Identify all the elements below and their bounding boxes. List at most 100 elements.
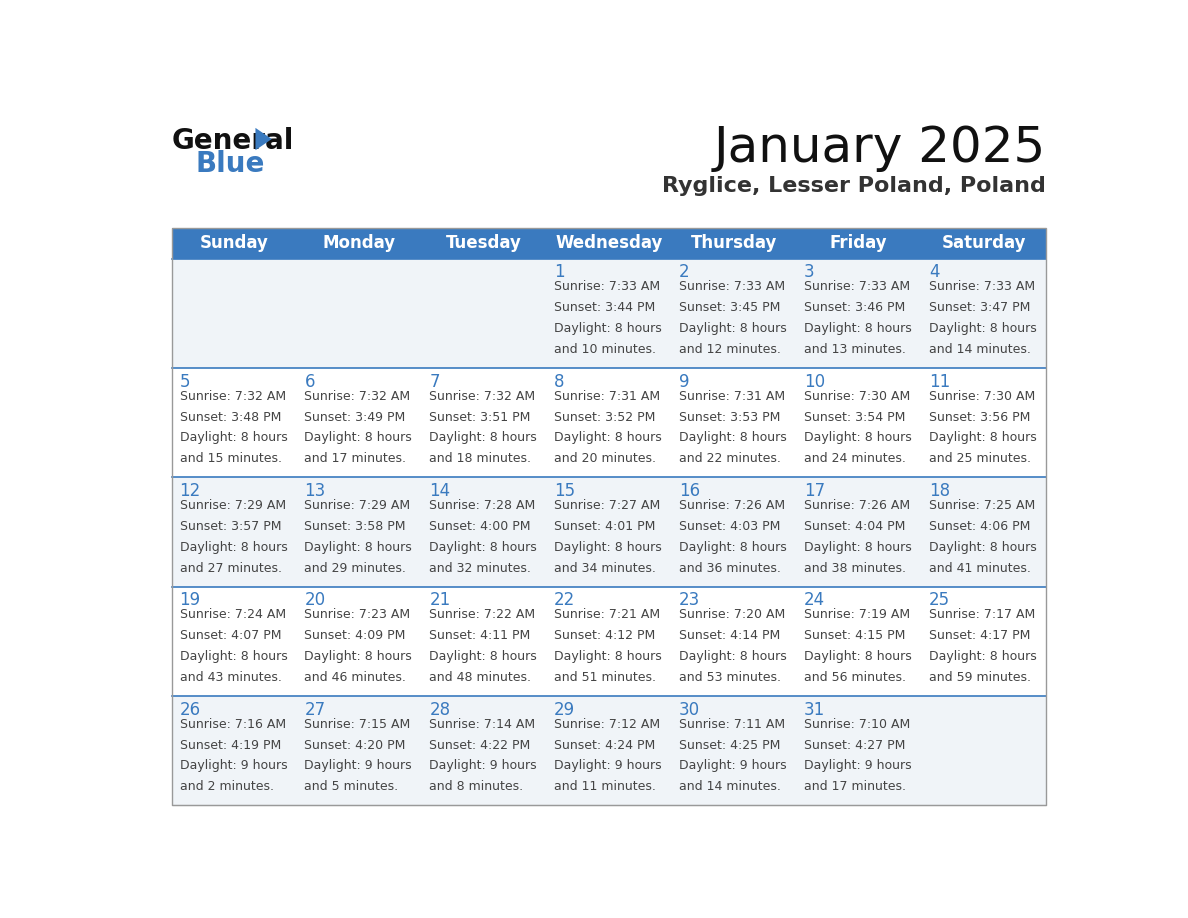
Text: Daylight: 8 hours: Daylight: 8 hours xyxy=(554,431,662,444)
Text: Daylight: 8 hours: Daylight: 8 hours xyxy=(804,650,911,663)
Text: Daylight: 8 hours: Daylight: 8 hours xyxy=(179,431,287,444)
Text: and 38 minutes.: and 38 minutes. xyxy=(804,562,906,575)
Text: Daylight: 9 hours: Daylight: 9 hours xyxy=(179,759,287,772)
Text: and 13 minutes.: and 13 minutes. xyxy=(804,343,905,356)
Text: 16: 16 xyxy=(680,482,700,500)
Text: and 48 minutes.: and 48 minutes. xyxy=(429,671,531,684)
Text: Sunset: 4:12 PM: Sunset: 4:12 PM xyxy=(554,629,656,643)
Text: 3: 3 xyxy=(804,263,815,282)
Text: 31: 31 xyxy=(804,700,826,719)
Text: Sunday: Sunday xyxy=(200,234,268,252)
Text: Daylight: 9 hours: Daylight: 9 hours xyxy=(680,759,786,772)
Text: Daylight: 8 hours: Daylight: 8 hours xyxy=(680,650,786,663)
Text: Daylight: 8 hours: Daylight: 8 hours xyxy=(554,650,662,663)
Text: 12: 12 xyxy=(179,482,201,500)
Text: Sunset: 3:45 PM: Sunset: 3:45 PM xyxy=(680,301,781,314)
Text: and 5 minutes.: and 5 minutes. xyxy=(304,780,398,793)
Text: and 15 minutes.: and 15 minutes. xyxy=(179,453,282,465)
Text: 5: 5 xyxy=(179,373,190,391)
Text: Thursday: Thursday xyxy=(690,234,777,252)
Text: Sunrise: 7:21 AM: Sunrise: 7:21 AM xyxy=(554,609,661,621)
Text: Sunrise: 7:26 AM: Sunrise: 7:26 AM xyxy=(680,499,785,512)
Text: Sunset: 4:11 PM: Sunset: 4:11 PM xyxy=(429,629,531,643)
Text: Sunset: 4:15 PM: Sunset: 4:15 PM xyxy=(804,629,905,643)
Text: Daylight: 8 hours: Daylight: 8 hours xyxy=(179,541,287,554)
Text: Saturday: Saturday xyxy=(941,234,1025,252)
Text: Sunrise: 7:33 AM: Sunrise: 7:33 AM xyxy=(554,280,661,294)
Text: Sunset: 4:27 PM: Sunset: 4:27 PM xyxy=(804,739,905,752)
Text: and 53 minutes.: and 53 minutes. xyxy=(680,671,781,684)
Text: and 17 minutes.: and 17 minutes. xyxy=(804,780,906,793)
Text: Sunrise: 7:33 AM: Sunrise: 7:33 AM xyxy=(680,280,785,294)
Text: 20: 20 xyxy=(304,591,326,610)
Text: 27: 27 xyxy=(304,700,326,719)
Text: and 10 minutes.: and 10 minutes. xyxy=(554,343,656,356)
Text: Sunset: 3:46 PM: Sunset: 3:46 PM xyxy=(804,301,905,314)
Text: 7: 7 xyxy=(429,373,440,391)
Text: Daylight: 8 hours: Daylight: 8 hours xyxy=(929,541,1037,554)
Text: and 46 minutes.: and 46 minutes. xyxy=(304,671,406,684)
Text: 2: 2 xyxy=(680,263,690,282)
Text: Friday: Friday xyxy=(829,234,887,252)
Text: 8: 8 xyxy=(554,373,564,391)
Text: Sunrise: 7:10 AM: Sunrise: 7:10 AM xyxy=(804,718,910,731)
Text: 11: 11 xyxy=(929,373,950,391)
Text: Daylight: 8 hours: Daylight: 8 hours xyxy=(680,541,786,554)
Text: and 8 minutes.: and 8 minutes. xyxy=(429,780,524,793)
Text: Sunset: 3:53 PM: Sunset: 3:53 PM xyxy=(680,410,781,423)
Text: Sunrise: 7:24 AM: Sunrise: 7:24 AM xyxy=(179,609,285,621)
Text: Sunset: 4:09 PM: Sunset: 4:09 PM xyxy=(304,629,406,643)
Text: 22: 22 xyxy=(554,591,575,610)
Text: Sunset: 4:24 PM: Sunset: 4:24 PM xyxy=(554,739,656,752)
Text: and 36 minutes.: and 36 minutes. xyxy=(680,562,781,575)
Text: 6: 6 xyxy=(304,373,315,391)
Text: Daylight: 8 hours: Daylight: 8 hours xyxy=(554,322,662,335)
Text: 13: 13 xyxy=(304,482,326,500)
Text: Sunrise: 7:19 AM: Sunrise: 7:19 AM xyxy=(804,609,910,621)
Text: and 27 minutes.: and 27 minutes. xyxy=(179,562,282,575)
Text: Sunrise: 7:15 AM: Sunrise: 7:15 AM xyxy=(304,718,411,731)
Text: and 18 minutes.: and 18 minutes. xyxy=(429,453,531,465)
Text: Sunrise: 7:32 AM: Sunrise: 7:32 AM xyxy=(179,389,285,403)
Text: and 25 minutes.: and 25 minutes. xyxy=(929,453,1031,465)
Text: 23: 23 xyxy=(680,591,700,610)
Text: Daylight: 8 hours: Daylight: 8 hours xyxy=(929,322,1037,335)
Text: 19: 19 xyxy=(179,591,201,610)
Text: Sunrise: 7:28 AM: Sunrise: 7:28 AM xyxy=(429,499,536,512)
Text: Sunrise: 7:16 AM: Sunrise: 7:16 AM xyxy=(179,718,285,731)
Text: Sunrise: 7:23 AM: Sunrise: 7:23 AM xyxy=(304,609,411,621)
Text: 1: 1 xyxy=(554,263,564,282)
Text: Sunrise: 7:14 AM: Sunrise: 7:14 AM xyxy=(429,718,536,731)
Text: 26: 26 xyxy=(179,700,201,719)
Text: Sunrise: 7:33 AM: Sunrise: 7:33 AM xyxy=(929,280,1035,294)
Text: Sunrise: 7:11 AM: Sunrise: 7:11 AM xyxy=(680,718,785,731)
Text: Sunset: 4:00 PM: Sunset: 4:00 PM xyxy=(429,520,531,533)
Text: and 41 minutes.: and 41 minutes. xyxy=(929,562,1031,575)
Text: Sunrise: 7:33 AM: Sunrise: 7:33 AM xyxy=(804,280,910,294)
Text: Sunrise: 7:26 AM: Sunrise: 7:26 AM xyxy=(804,499,910,512)
Text: 17: 17 xyxy=(804,482,824,500)
Text: Sunset: 4:14 PM: Sunset: 4:14 PM xyxy=(680,629,781,643)
Text: and 32 minutes.: and 32 minutes. xyxy=(429,562,531,575)
Text: Daylight: 8 hours: Daylight: 8 hours xyxy=(680,322,786,335)
Text: Monday: Monday xyxy=(322,234,396,252)
Text: and 12 minutes.: and 12 minutes. xyxy=(680,343,781,356)
Text: Sunrise: 7:30 AM: Sunrise: 7:30 AM xyxy=(929,389,1035,403)
Text: Daylight: 8 hours: Daylight: 8 hours xyxy=(304,541,412,554)
Text: 25: 25 xyxy=(929,591,950,610)
Text: Blue: Blue xyxy=(195,151,265,178)
Text: and 51 minutes.: and 51 minutes. xyxy=(554,671,656,684)
Text: Daylight: 8 hours: Daylight: 8 hours xyxy=(179,650,287,663)
Text: and 14 minutes.: and 14 minutes. xyxy=(680,780,781,793)
Text: Sunset: 4:25 PM: Sunset: 4:25 PM xyxy=(680,739,781,752)
Text: Sunset: 4:20 PM: Sunset: 4:20 PM xyxy=(304,739,406,752)
Text: Daylight: 8 hours: Daylight: 8 hours xyxy=(804,431,911,444)
Text: 9: 9 xyxy=(680,373,689,391)
Text: and 29 minutes.: and 29 minutes. xyxy=(304,562,406,575)
Text: 18: 18 xyxy=(929,482,950,500)
Text: Sunrise: 7:30 AM: Sunrise: 7:30 AM xyxy=(804,389,910,403)
Text: Sunset: 3:56 PM: Sunset: 3:56 PM xyxy=(929,410,1030,423)
Text: Sunset: 3:49 PM: Sunset: 3:49 PM xyxy=(304,410,405,423)
Text: Daylight: 9 hours: Daylight: 9 hours xyxy=(304,759,412,772)
Text: Sunrise: 7:32 AM: Sunrise: 7:32 AM xyxy=(429,389,536,403)
